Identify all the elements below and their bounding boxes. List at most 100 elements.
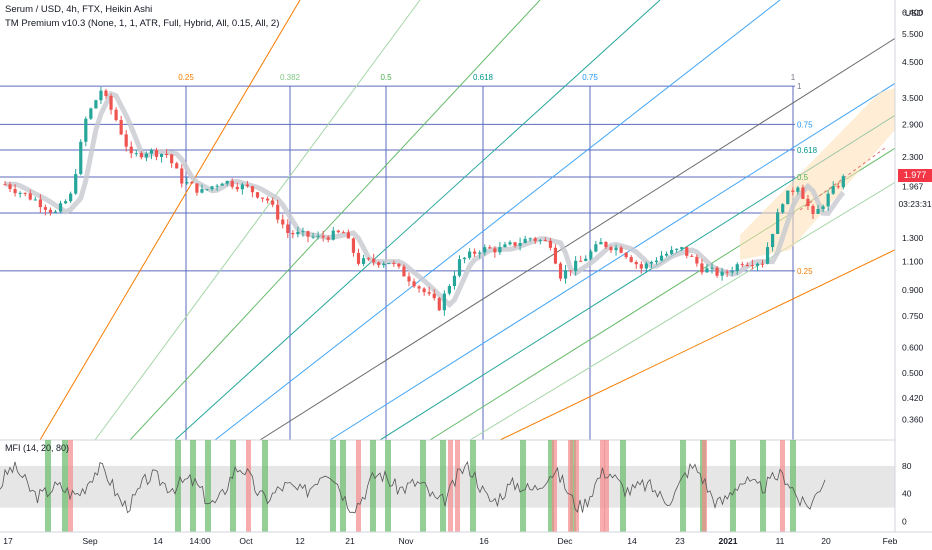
- time-tick: 12: [295, 536, 305, 546]
- candle-body: [33, 199, 37, 201]
- candle-body: [609, 247, 613, 251]
- fan-line: [94, 0, 421, 440]
- time-tick: Nov: [398, 536, 414, 546]
- mfi-overbought-zone: [600, 440, 605, 532]
- candle-body: [473, 251, 477, 254]
- candle-body: [341, 232, 345, 234]
- candle-body: [468, 251, 472, 258]
- fib-time-label: 0.5: [380, 73, 392, 82]
- time-tick: Dec: [557, 536, 573, 546]
- candle-body: [407, 276, 411, 282]
- candle-body: [69, 193, 73, 202]
- candle-body: [589, 251, 593, 259]
- time-tick: 17: [3, 536, 13, 546]
- candle-body: [796, 187, 800, 192]
- candle-body: [503, 244, 507, 248]
- candle-body: [538, 240, 542, 242]
- mfi-oversold-zone: [385, 440, 391, 532]
- candle-body: [392, 263, 396, 265]
- candle-body: [225, 181, 229, 184]
- chart-title[interactable]: Serum / USD, 4h, FTX, Heikin Ashi: [5, 4, 153, 15]
- candle-body: [685, 247, 689, 256]
- candle-body: [402, 266, 406, 277]
- mfi-overbought-zone: [702, 440, 707, 532]
- candle-body: [84, 118, 88, 142]
- candle-body: [710, 267, 714, 269]
- bar-countdown: 03:23:31: [898, 199, 932, 209]
- candle-body: [563, 270, 568, 279]
- price-axis: 6.400 5.500 4.500 3.500 2.900 2.300 1.967 1.300…: [902, 7, 924, 424]
- price-tick: 0.900: [902, 285, 924, 295]
- fan-line: [174, 0, 661, 440]
- mfi-oversold-zone: [330, 440, 336, 532]
- candle-body: [210, 186, 214, 190]
- candle-body: [629, 257, 633, 263]
- candle-body: [8, 184, 12, 190]
- candle-body: [190, 182, 194, 184]
- candle-body: [705, 268, 709, 273]
- candle-body: [397, 263, 401, 267]
- mfi-oversold-zone: [470, 440, 476, 532]
- mfi-axis: 80 40 0: [902, 461, 912, 527]
- fan-line: [39, 0, 301, 440]
- candle-body: [675, 248, 679, 250]
- candle-body: [3, 184, 7, 186]
- time-tick: 20: [821, 536, 831, 546]
- candle-body: [755, 263, 760, 266]
- price-tick: 2.300: [902, 152, 924, 162]
- candle-body: [205, 189, 209, 191]
- fan-line: [469, 181, 895, 440]
- candle-body: [548, 240, 552, 248]
- mfi-oversold-zone: [45, 440, 51, 532]
- candle-body: [624, 252, 628, 258]
- candle-body: [255, 192, 260, 198]
- fib-time-label: 0.25: [178, 73, 194, 82]
- candle-body: [447, 286, 451, 294]
- candle-body: [518, 243, 522, 246]
- candle-body: [220, 183, 224, 186]
- candle-body: [316, 235, 320, 237]
- mfi-label[interactable]: MFI (14, 20, 80): [5, 443, 70, 453]
- candle-body: [296, 231, 300, 235]
- candle-body: [124, 134, 128, 147]
- candle-body: [89, 108, 93, 119]
- candle-body: [18, 192, 22, 194]
- candle-body: [735, 264, 739, 272]
- candle-body: [750, 265, 754, 267]
- fib-level-label: 1: [797, 82, 802, 91]
- fan-line: [129, 0, 541, 440]
- price-tick: 0.420: [902, 393, 924, 403]
- candle-body: [377, 262, 381, 266]
- mfi-overbought-zone: [552, 440, 557, 532]
- time-tick: 16: [479, 536, 489, 546]
- mfi-oversold-zone: [420, 440, 426, 532]
- time-tick: 14: [627, 536, 637, 546]
- mfi-tick: 40: [902, 489, 912, 499]
- candle-body: [498, 247, 502, 253]
- mfi-oversold-zone: [340, 440, 346, 532]
- regression-channel: [740, 88, 895, 260]
- candle-body: [730, 271, 734, 273]
- candle-body: [528, 238, 532, 240]
- mfi-oversold-zone: [440, 440, 446, 532]
- mfi-tick: 0: [902, 517, 907, 527]
- candle-body: [604, 241, 608, 248]
- candle-body: [680, 247, 684, 249]
- indicator-label[interactable]: TM Premium v10.3 (None, 1, 1, ATR, Full,…: [5, 18, 280, 29]
- candle-body: [579, 260, 583, 262]
- mfi-overbought-zone: [455, 440, 460, 532]
- price-tick: 3.500: [902, 93, 924, 103]
- candle-body: [619, 247, 623, 253]
- candle-body: [806, 198, 810, 207]
- candle-body: [144, 153, 148, 158]
- candle-body: [558, 263, 563, 279]
- time-axis: 17 Sep 14 14:00 Oct 12 21 Nov 16 Dec 14 23 2021 11 20 F…: [3, 536, 897, 546]
- candle-body: [745, 265, 749, 267]
- candle-body: [119, 120, 123, 135]
- candle-body: [321, 235, 325, 238]
- mfi-line: [0, 461, 826, 514]
- candle-body: [841, 176, 845, 188]
- candle-body: [382, 263, 386, 266]
- candle-body: [38, 199, 42, 208]
